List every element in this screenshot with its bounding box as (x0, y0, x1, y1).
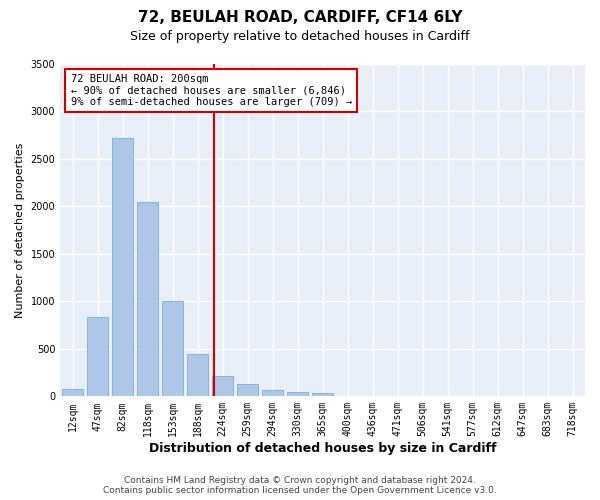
Text: Size of property relative to detached houses in Cardiff: Size of property relative to detached ho… (130, 30, 470, 43)
Bar (262, 390, 283, 396)
Bar (212, 376, 233, 396)
Bar (187, 354, 208, 397)
Bar (137, 202, 158, 396)
Bar (62, 389, 83, 396)
Text: 72, BEULAH ROAD, CARDIFF, CF14 6LY: 72, BEULAH ROAD, CARDIFF, CF14 6LY (137, 10, 463, 25)
Text: 72 BEULAH ROAD: 200sqm
← 90% of detached houses are smaller (6,846)
9% of semi-d: 72 BEULAH ROAD: 200sqm ← 90% of detached… (71, 74, 352, 107)
Bar (287, 392, 308, 396)
Bar (87, 316, 108, 396)
Bar (312, 393, 333, 396)
Bar (112, 138, 133, 396)
Bar (162, 302, 183, 396)
Text: Contains HM Land Registry data © Crown copyright and database right 2024.
Contai: Contains HM Land Registry data © Crown c… (103, 476, 497, 495)
X-axis label: Distribution of detached houses by size in Cardiff: Distribution of detached houses by size … (149, 442, 496, 455)
Bar (237, 384, 258, 396)
Y-axis label: Number of detached properties: Number of detached properties (15, 142, 25, 318)
